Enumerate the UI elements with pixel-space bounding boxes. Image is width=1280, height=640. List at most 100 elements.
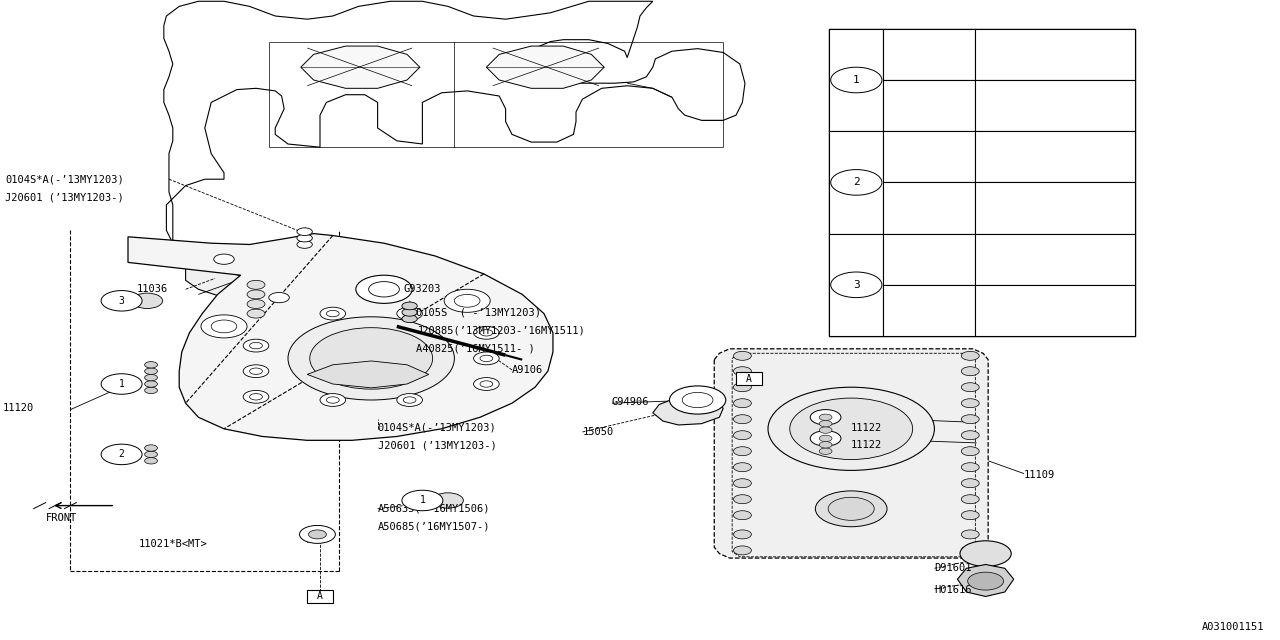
- Circle shape: [968, 572, 1004, 590]
- Text: 11036: 11036: [137, 284, 168, 294]
- Circle shape: [201, 315, 247, 338]
- Circle shape: [961, 495, 979, 504]
- Text: G93203: G93203: [403, 284, 440, 294]
- Circle shape: [733, 351, 751, 360]
- Circle shape: [961, 479, 979, 488]
- Text: 11021*A: 11021*A: [888, 254, 936, 264]
- Circle shape: [733, 530, 751, 539]
- Circle shape: [145, 381, 157, 387]
- Text: 2: 2: [119, 449, 124, 460]
- Text: A: A: [746, 374, 751, 384]
- Text: A: A: [317, 591, 323, 602]
- Circle shape: [145, 458, 157, 464]
- Text: 0105S  ( -’13MY1203): 0105S ( -’13MY1203): [416, 307, 541, 317]
- Circle shape: [831, 272, 882, 298]
- Bar: [829, 29, 1135, 336]
- Circle shape: [145, 368, 157, 374]
- Bar: [307, 590, 333, 603]
- Text: A50635(-’16MY1506): A50635(-’16MY1506): [378, 503, 490, 513]
- Circle shape: [247, 290, 265, 299]
- Circle shape: [297, 234, 312, 242]
- Circle shape: [815, 491, 887, 527]
- Circle shape: [403, 397, 416, 403]
- Circle shape: [819, 448, 832, 454]
- Text: FRONT: FRONT: [46, 513, 77, 524]
- Polygon shape: [714, 349, 988, 558]
- Circle shape: [243, 365, 269, 378]
- Circle shape: [101, 444, 142, 465]
- Circle shape: [669, 386, 726, 414]
- Circle shape: [214, 254, 234, 264]
- Bar: [883, 285, 975, 336]
- Bar: [883, 234, 975, 285]
- Circle shape: [444, 289, 490, 312]
- Circle shape: [961, 415, 979, 424]
- Text: ( -’13MY1203): ( -’13MY1203): [980, 152, 1069, 162]
- Circle shape: [243, 339, 269, 352]
- Bar: [883, 131, 975, 182]
- Circle shape: [243, 390, 269, 403]
- Circle shape: [145, 451, 157, 458]
- Circle shape: [247, 280, 265, 289]
- Circle shape: [247, 309, 265, 318]
- Circle shape: [961, 383, 979, 392]
- Circle shape: [961, 530, 979, 539]
- Circle shape: [961, 546, 979, 555]
- Circle shape: [480, 355, 493, 362]
- Text: 0104S*A(-’13MY1203): 0104S*A(-’13MY1203): [5, 174, 124, 184]
- Polygon shape: [653, 397, 723, 425]
- Text: 3: 3: [852, 280, 860, 290]
- Circle shape: [474, 352, 499, 365]
- Circle shape: [733, 546, 751, 555]
- Circle shape: [961, 399, 979, 408]
- Text: H01616: H01616: [934, 585, 972, 595]
- Circle shape: [310, 328, 433, 389]
- Text: J20885(’13MY1203-’16MY1511): J20885(’13MY1203-’16MY1511): [416, 325, 585, 335]
- Circle shape: [733, 399, 751, 408]
- Text: 0104S*A(-’13MY1203): 0104S*A(-’13MY1203): [378, 422, 497, 433]
- Polygon shape: [301, 46, 420, 88]
- Circle shape: [101, 374, 142, 394]
- Circle shape: [682, 392, 713, 408]
- Circle shape: [326, 310, 339, 317]
- Bar: [975, 234, 1135, 285]
- Text: 15027D: 15027D: [888, 305, 929, 316]
- Circle shape: [819, 427, 832, 433]
- Circle shape: [819, 442, 832, 448]
- Text: J20885: J20885: [888, 100, 929, 111]
- Text: 1: 1: [420, 495, 425, 506]
- Text: A50685(’16MY1507-): A50685(’16MY1507-): [378, 521, 490, 531]
- Polygon shape: [186, 257, 301, 298]
- Text: 11109: 11109: [1024, 470, 1055, 480]
- Bar: [883, 182, 975, 234]
- Circle shape: [211, 320, 237, 333]
- Circle shape: [297, 241, 312, 248]
- Circle shape: [831, 67, 882, 93]
- Circle shape: [297, 228, 312, 236]
- Circle shape: [145, 374, 157, 381]
- Circle shape: [250, 394, 262, 400]
- Circle shape: [819, 435, 832, 442]
- Circle shape: [474, 326, 499, 339]
- Circle shape: [402, 302, 417, 310]
- Bar: [829, 234, 883, 336]
- Circle shape: [828, 497, 874, 520]
- Circle shape: [145, 362, 157, 368]
- Circle shape: [397, 307, 422, 320]
- Circle shape: [300, 525, 335, 543]
- Polygon shape: [307, 361, 429, 388]
- Circle shape: [326, 397, 339, 403]
- Circle shape: [402, 490, 443, 511]
- Circle shape: [308, 530, 326, 539]
- Bar: [829, 131, 883, 234]
- Bar: [975, 182, 1135, 234]
- Circle shape: [960, 541, 1011, 566]
- Circle shape: [733, 447, 751, 456]
- Text: 1: 1: [119, 379, 124, 389]
- Bar: [883, 80, 975, 131]
- Circle shape: [145, 445, 157, 451]
- Text: G94906: G94906: [612, 397, 649, 407]
- Text: 15050: 15050: [582, 427, 613, 437]
- Circle shape: [733, 479, 751, 488]
- Text: 11021*B<MT>: 11021*B<MT>: [138, 539, 207, 549]
